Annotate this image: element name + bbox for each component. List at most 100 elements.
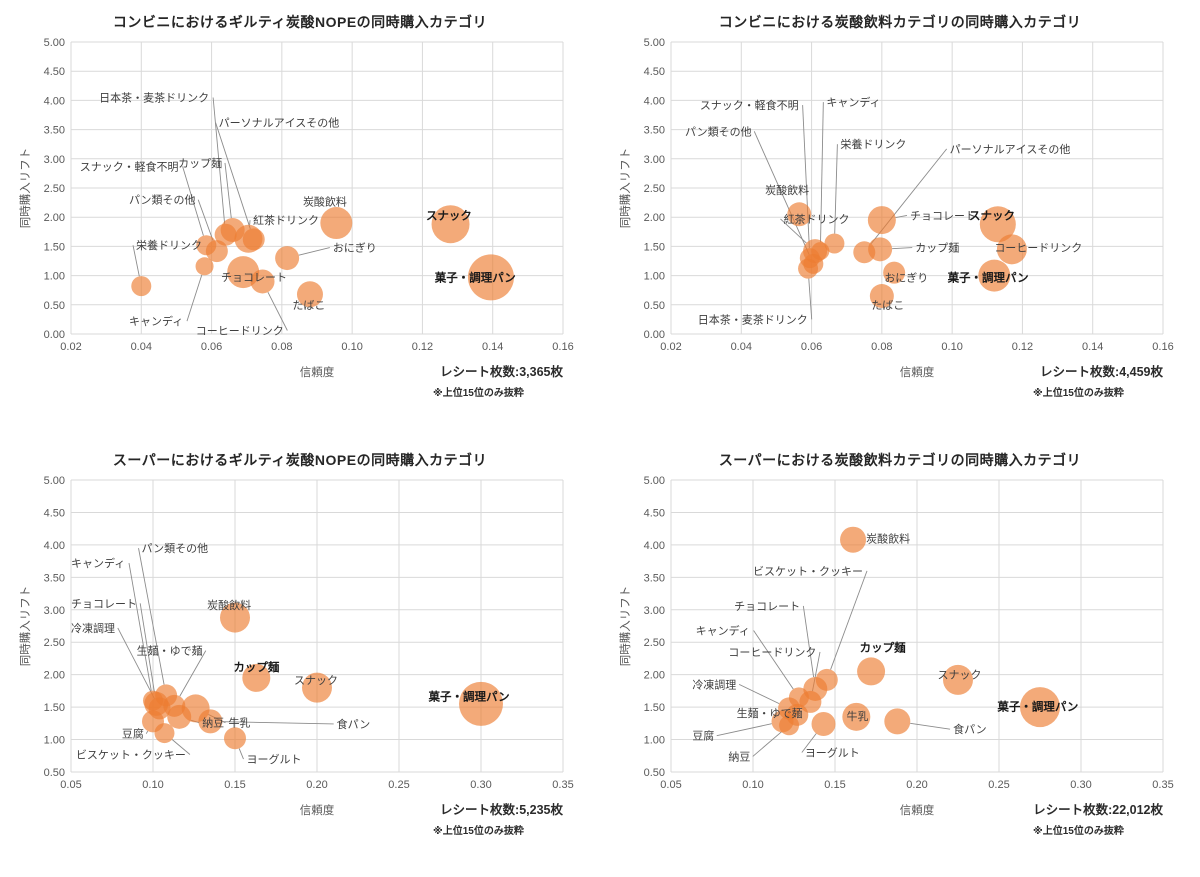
bubble-菓子・調理パン [978,259,1011,292]
y-tick-label: 1.00 [644,735,665,747]
label-leader-line [801,733,817,753]
point-label: 菓子・調理パン [947,270,1029,284]
bubble-ビスケット・クッキー [154,723,175,744]
y-tick-label: 1.00 [644,271,665,283]
bubble-紅茶ドリンク [234,224,263,253]
bubble-スナック [431,205,470,244]
y-tick-label: 3.00 [44,154,65,166]
label-leader-line [212,97,226,224]
point-label: 炭酸飲料 [303,194,347,208]
point-label: パーソナルアイスその他 [950,143,1071,156]
y-tick-label: 0.50 [644,767,665,779]
x-tick-label: 0.04 [731,341,752,353]
point-label: カップ麺 [233,660,279,674]
bubble-chart: 0.02 0.04 0.06 0.08 0.10 0.12 0.14 0.16 0.00 0.50… [18,37,574,399]
x-tick-label: 0.16 [1152,341,1173,353]
y-tick-label: 0.00 [644,329,665,341]
x-axis-title: 信頼度 [300,365,335,379]
y-tick-label: 3.50 [44,572,65,584]
y-tick-label: 4.50 [644,66,665,78]
point-label: スナック [969,209,1015,222]
point-label: 栄養ドリンク [840,137,906,151]
point-label: 炭酸飲料 [207,598,251,612]
y-tick-label: 1.50 [44,241,65,253]
bubble-炭酸飲料 [220,602,250,633]
point-label: 生麺・ゆで麺 [137,644,203,658]
point-label: キャンディ [826,95,880,109]
y-tick-label: 2.50 [644,183,665,195]
label-leader-line [716,723,772,737]
label-leader-line [830,570,868,670]
label-leader-line [753,630,794,690]
label-leader-line [820,102,824,243]
x-tick-label: 0.04 [131,341,152,353]
label-leader-line [267,291,288,331]
chart-title: スーパーにおける炭酸飲料カテゴリの同時購入カテゴリ [718,452,1082,468]
bubble-チョコレート [867,206,896,235]
label-leader-line [808,278,813,320]
chart-title: スーパーにおけるギルティ炭酸NOPEの同時購入カテゴリ [112,452,488,468]
point-label: カップ麺 [915,242,959,255]
point-label: おにぎり [884,270,928,284]
point-label: スナック [938,669,982,682]
receipt-count: レシート枚数:5,235枚 [440,802,563,817]
x-tick-label: 0.15 [224,779,245,791]
label-leader-line [215,122,251,230]
label-leader-line [132,245,140,277]
x-tick-label: 0.10 [941,341,962,353]
bubble-スナック [979,206,1016,243]
x-tick-label: 0.12 [412,341,433,353]
bubble-おにぎり [275,246,300,271]
point-label: キャンディ [696,624,750,638]
y-tick-label: 3.50 [644,125,665,137]
y-tick-label: 2.00 [644,212,665,224]
bubble-カップ麺 [868,237,893,262]
bubble-食パン [884,708,911,735]
point-label: 冷凍調理 [71,621,115,635]
bubble-パン類その他 [205,240,228,263]
label-leader-line [139,603,155,693]
y-tick-label: 5.00 [44,475,65,487]
bubble-スナック [943,664,973,695]
point-label: スナック [294,674,338,687]
y-tick-label: 2.50 [644,637,665,649]
label-leader-line [895,215,908,219]
label-leader-line [224,162,232,219]
label-leader-line [802,105,810,249]
bubble-たばこ [869,284,894,309]
x-tick-label: 0.25 [988,779,1009,791]
chart-super-carbonated: スーパーにおける炭酸飲料カテゴリの同時購入カテゴリ 0.05 0.10 0.15 0.… [600,438,1200,877]
point-label: 豆腐 [692,729,714,743]
label-leader-line [186,274,203,322]
x-tick-label: 0.10 [341,341,362,353]
label-leader-line [128,562,152,691]
point-label: 冷凍調理 [692,677,736,691]
point-label: 紅茶ドリンク [783,213,849,226]
top15-note: ※上位15位のみ抜粋 [433,824,524,837]
point-label: 菓子・調理パン [434,270,516,284]
label-leader-line [222,721,334,725]
point-label: パン類その他 [129,194,196,207]
point-label: スナック [426,209,472,222]
y-tick-label: 3.00 [644,154,665,166]
y-axis-title: 同時購入リフト [618,148,632,229]
x-tick-label: 0.20 [906,779,927,791]
y-tick-label: 4.00 [644,95,665,107]
bubble-菓子・調理パン [459,681,503,726]
point-label: 日本茶・麦茶ドリンク [99,90,209,104]
top15-note: ※上位15位のみ抜粋 [1033,386,1124,399]
bubble-炭酸飲料 [320,207,353,240]
bubble-chart: 0.02 0.04 0.06 0.08 0.10 0.12 0.14 0.16 0.00 0.50… [618,37,1174,399]
chart-cvs-guilty-nope: コンビニにおけるギルティ炭酸NOPEの同時購入カテゴリ 0.02 0.04 0.06… [0,0,600,438]
point-label: コーヒードリンク [728,646,816,659]
bubble-栄養ドリンク [824,233,845,254]
bubble-スナック [302,672,332,703]
label-leader-line [834,144,838,234]
label-leader-line [145,730,149,734]
bubble-カップ麺 [242,663,271,692]
point-label: 食パン [953,722,987,736]
bubble-炭酸飲料 [787,202,812,227]
receipt-count: レシート枚数:4,459枚 [1040,364,1163,379]
point-label: ビスケット・クッキー [76,748,186,761]
x-tick-label: 0.16 [552,341,573,353]
